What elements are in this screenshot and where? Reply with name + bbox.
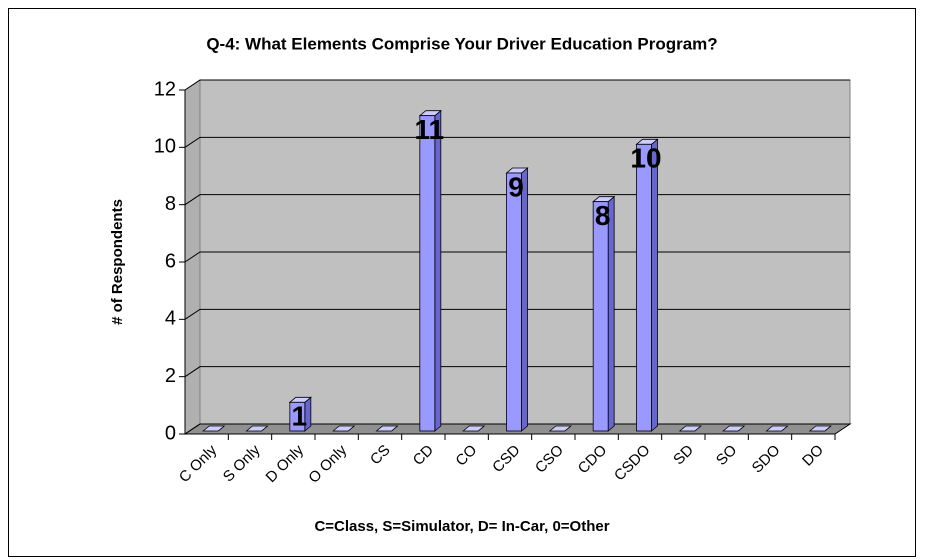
bar-front bbox=[506, 172, 522, 432]
bar bbox=[505, 167, 529, 432]
data-label: 11 bbox=[415, 114, 445, 145]
bar-top bbox=[332, 425, 356, 432]
data-label: 8 bbox=[595, 200, 611, 231]
bar-top bbox=[548, 425, 572, 432]
y-tick-label: 0 bbox=[165, 422, 176, 444]
bar-top bbox=[245, 425, 269, 432]
bar bbox=[722, 425, 746, 432]
bar bbox=[375, 425, 399, 432]
bar-top bbox=[808, 425, 832, 432]
bar bbox=[592, 195, 616, 432]
grid-line bbox=[184, 251, 850, 263]
chart-title: Q-4: What Elements Comprise Your Driver … bbox=[206, 34, 717, 53]
grid-line bbox=[184, 79, 850, 91]
bar bbox=[332, 425, 356, 432]
bar bbox=[462, 425, 486, 432]
bar-side bbox=[434, 109, 442, 432]
bar-side bbox=[651, 138, 658, 432]
bar-side bbox=[521, 167, 528, 432]
y-tick-label: 10 bbox=[154, 136, 176, 158]
bar bbox=[765, 425, 789, 432]
bar-front bbox=[592, 201, 609, 432]
bar bbox=[288, 396, 312, 432]
y-tick-label: 12 bbox=[154, 78, 176, 100]
bar-top bbox=[765, 425, 789, 432]
bar bbox=[678, 425, 702, 432]
grid-line bbox=[184, 423, 850, 435]
y-tick-label: 6 bbox=[165, 250, 176, 272]
bar bbox=[808, 425, 832, 432]
data-label: 1 bbox=[292, 401, 308, 432]
y-tick-label: 8 bbox=[165, 193, 176, 215]
bar-front bbox=[419, 115, 436, 432]
grid-line bbox=[184, 136, 850, 148]
data-label: 10 bbox=[630, 143, 661, 174]
y-tick-label: 2 bbox=[165, 365, 176, 387]
y-tick-label: 4 bbox=[165, 308, 176, 330]
x-axis-title: C=Class, S=Simulator, D= In-Car, 0=Other bbox=[314, 518, 609, 535]
bar-top bbox=[375, 425, 399, 432]
bar bbox=[418, 109, 442, 432]
bar-top bbox=[722, 425, 746, 432]
bar bbox=[548, 425, 572, 432]
bar bbox=[635, 138, 659, 432]
bar bbox=[202, 425, 226, 432]
y-axis-title: # of Respondents bbox=[109, 199, 126, 325]
bar-front bbox=[636, 143, 652, 432]
data-label: 9 bbox=[508, 171, 524, 202]
bar-top bbox=[678, 425, 702, 432]
bar-top bbox=[202, 425, 226, 432]
bar bbox=[245, 425, 269, 432]
grid-line bbox=[184, 366, 850, 378]
bar-side bbox=[607, 195, 615, 432]
grid-line bbox=[184, 308, 850, 320]
bar-front bbox=[289, 401, 306, 432]
bar-top bbox=[462, 425, 486, 432]
grid-line bbox=[184, 194, 850, 206]
